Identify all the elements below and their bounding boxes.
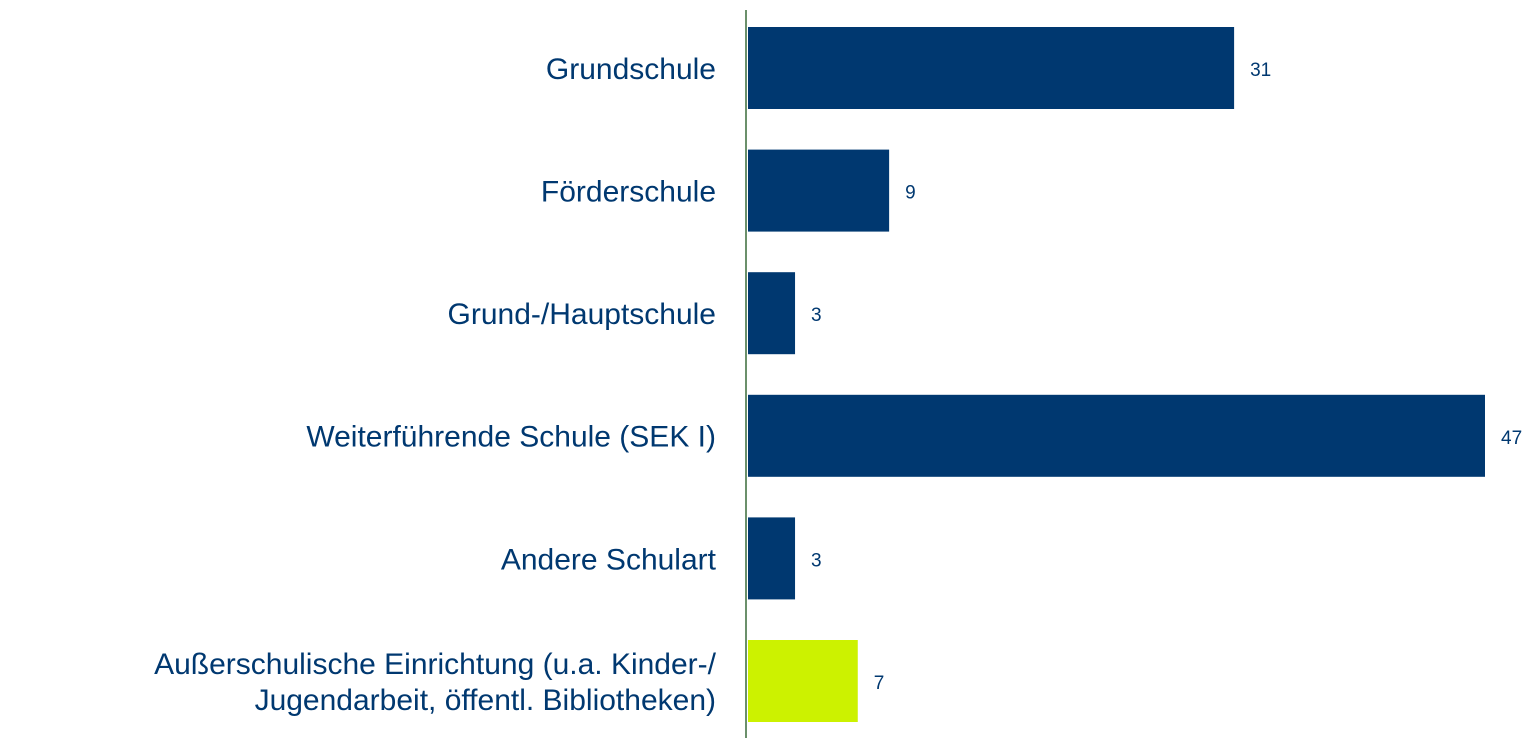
category-label: Außerschulische Einrichtung (u.a. Kinder…: [154, 648, 717, 717]
category-label: Förderschule: [541, 176, 716, 209]
value-label: 47: [1501, 428, 1522, 449]
bar: [748, 149, 890, 232]
category-label: Grundschule: [546, 53, 716, 86]
value-label: 3: [811, 550, 822, 571]
bar: [748, 517, 796, 600]
bar: [748, 272, 796, 355]
bar: [748, 394, 1485, 477]
bar: [748, 27, 1235, 109]
value-label: 7: [874, 673, 885, 694]
value-label: 31: [1250, 60, 1271, 81]
category-label: Weiterführende Schule (SEK I): [306, 421, 716, 454]
category-label: Andere Schulart: [501, 543, 717, 576]
category-label: Grund-/Hauptschule: [448, 298, 716, 331]
bar: [748, 640, 858, 722]
value-label: 9: [905, 183, 916, 204]
value-label: 3: [811, 305, 822, 326]
